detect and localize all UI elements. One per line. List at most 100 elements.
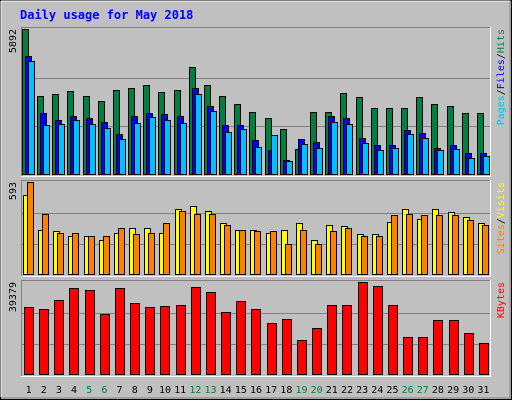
bar-pages-day-18 <box>286 161 293 175</box>
day-label-13: 13 <box>204 385 216 396</box>
bar-pages-day-15 <box>240 129 247 175</box>
bar-sites-day-25 <box>391 215 398 275</box>
bar-pages-day-17 <box>271 135 278 175</box>
bar-kbytes-day-29 <box>449 320 459 375</box>
bar-kbytes-day-28 <box>433 320 443 375</box>
bar-sites-day-9 <box>148 233 155 275</box>
bar-sites-day-31 <box>482 225 489 275</box>
day-label-14: 14 <box>220 385 232 396</box>
bar-kbytes-day-25 <box>388 305 398 375</box>
bar-pages-day-16 <box>255 147 262 175</box>
day-label-2: 2 <box>41 385 47 396</box>
day-label-19: 19 <box>295 385 307 396</box>
day-label-9: 9 <box>147 385 153 396</box>
bar-kbytes-day-7 <box>115 288 125 375</box>
bar-kbytes-day-24 <box>373 286 383 375</box>
bar-kbytes-day-17 <box>267 323 277 375</box>
bar-sites-day-13 <box>209 214 216 275</box>
day-label-12: 12 <box>189 385 201 396</box>
day-label-20: 20 <box>311 385 323 396</box>
bar-sites-day-6 <box>103 236 110 275</box>
x-axis-day-labels: 1 2 3 4 5 6 7 8 9 10 11 12 13 14 15 16 17 18 19 20 21 22 23 24 2… <box>26 385 490 396</box>
bar-sites-day-2 <box>42 214 49 275</box>
bar-sites-day-10 <box>163 223 170 275</box>
bar-sites-day-22 <box>345 228 352 275</box>
bar-kbytes-day-9 <box>145 307 155 375</box>
series-sites <box>27 182 489 275</box>
bar-kbytes-day-10 <box>160 306 170 375</box>
bar-kbytes-day-18 <box>282 319 292 375</box>
bar-sites-day-7 <box>118 228 125 275</box>
day-label-11: 11 <box>174 385 186 396</box>
bar-sites-day-18 <box>285 244 292 275</box>
bar-kbytes-day-13 <box>206 292 216 375</box>
bar-kbytes-day-3 <box>54 300 64 375</box>
bar-pages-day-8 <box>134 123 141 175</box>
bar-sites-day-15 <box>239 230 246 275</box>
day-label-27: 27 <box>417 385 429 396</box>
bar-pages-day-5 <box>89 124 96 175</box>
day-label-23: 23 <box>356 385 368 396</box>
day-label-28: 28 <box>432 385 444 396</box>
bar-kbytes-day-11 <box>176 305 186 375</box>
series-kbytes <box>24 282 489 375</box>
day-label-26: 26 <box>402 385 414 396</box>
legend-entry: / <box>496 89 507 95</box>
bar-sites-day-11 <box>179 211 186 275</box>
day-label-5: 5 <box>86 385 92 396</box>
bar-sites-day-21 <box>330 231 337 275</box>
bar-pages-day-24 <box>377 150 384 175</box>
bar-pages-day-23 <box>362 143 369 175</box>
day-label-16: 16 <box>250 385 262 396</box>
bar-kbytes-day-27 <box>418 337 428 375</box>
bar-sites-day-24 <box>376 236 383 275</box>
y-max-label: 5892 <box>8 29 19 53</box>
panel-legend: KBytes <box>496 282 507 318</box>
day-label-3: 3 <box>56 385 62 396</box>
day-label-21: 21 <box>326 385 338 396</box>
bar-pages-day-14 <box>225 132 232 175</box>
bar-sites-day-23 <box>361 236 368 275</box>
bar-kbytes-day-1 <box>24 307 34 375</box>
bar-sites-day-30 <box>467 220 474 275</box>
bar-pages-day-10 <box>164 120 171 175</box>
day-label-8: 8 <box>132 385 138 396</box>
panel-legend: Sites/Visits <box>496 182 507 254</box>
y-max-label: 593 <box>8 182 19 200</box>
bar-sites-day-8 <box>133 234 140 275</box>
legend-entry: KBytes <box>496 282 507 318</box>
day-label-10: 10 <box>159 385 171 396</box>
legend-entry: Pages <box>496 95 507 125</box>
bar-sites-day-28 <box>436 215 443 275</box>
bar-sites-day-16 <box>254 231 261 275</box>
day-label-24: 24 <box>371 385 383 396</box>
bar-kbytes-day-8 <box>130 303 140 375</box>
legend-entry: Hits <box>496 29 507 53</box>
bar-sites-day-27 <box>421 215 428 275</box>
bar-pages-day-2 <box>43 125 50 175</box>
day-label-30: 30 <box>462 385 474 396</box>
legend-entry: Sites <box>496 224 507 254</box>
day-label-1: 1 <box>26 385 32 396</box>
bar-pages-day-30 <box>468 158 475 175</box>
panel-legend: Pages/Files/Hits <box>496 29 507 125</box>
panel-kbytes: 39379 KBytes <box>8 280 507 377</box>
legend-entry: / <box>496 53 507 59</box>
day-label-22: 22 <box>341 385 353 396</box>
day-label-7: 7 <box>117 385 123 396</box>
bar-sites-day-3 <box>57 233 64 275</box>
day-label-6: 6 <box>101 385 107 396</box>
bar-sites-day-17 <box>270 231 277 275</box>
bar-pages-day-22 <box>346 124 353 175</box>
bar-sites-day-12 <box>194 214 201 275</box>
bar-sites-day-20 <box>315 244 322 275</box>
bar-pages-day-26 <box>407 134 414 175</box>
bar-kbytes-day-20 <box>312 328 322 375</box>
legend-entry: Files <box>496 59 507 89</box>
bar-kbytes-day-16 <box>251 309 261 375</box>
bar-pages-day-7 <box>119 139 126 175</box>
bar-kbytes-day-2 <box>39 309 49 375</box>
bar-kbytes-day-31 <box>479 343 489 375</box>
day-label-18: 18 <box>280 385 292 396</box>
